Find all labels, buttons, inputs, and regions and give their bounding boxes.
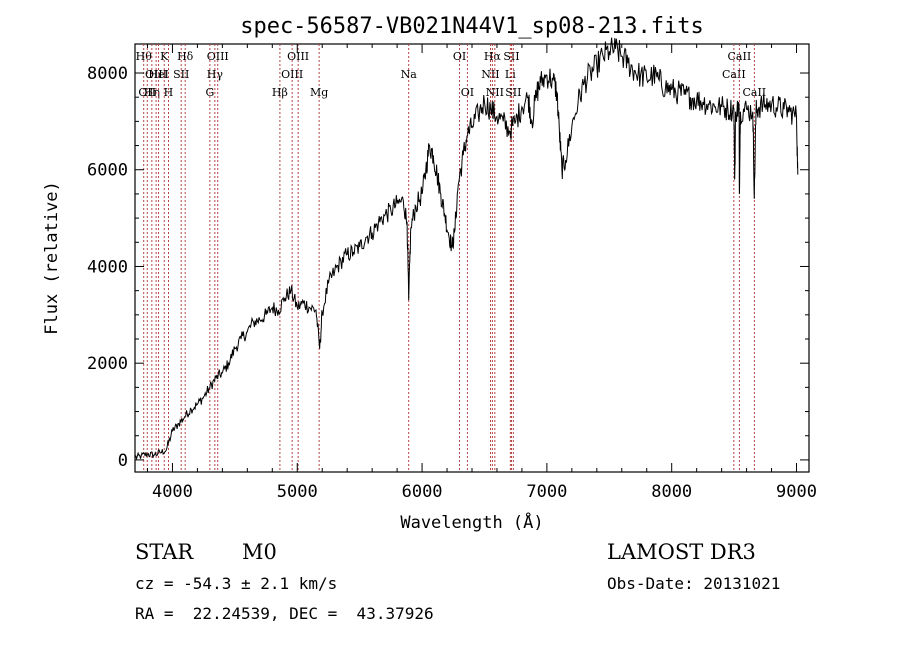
marker-label: Na (401, 68, 418, 81)
x-axis-label: Wavelength (Å) (400, 511, 543, 533)
spectrum-series (134, 37, 799, 461)
marker-label: NII (486, 86, 504, 99)
marker-label: Hα (484, 50, 502, 63)
marker-label: CaII (728, 50, 752, 63)
marker-label: SII (505, 86, 521, 99)
spectral-line-markers: HθOIIHηOIIIHeIKHSIIHδGHγOIIIHβOIIIOIIIMg… (136, 44, 766, 472)
y-tick-label: 6000 (87, 161, 128, 181)
sky-coordinates: RA = 22.24539, DEC = 43.37926 (135, 604, 434, 623)
marker-label: OIII (281, 68, 303, 81)
marker-label: G (205, 86, 214, 99)
marker-label: Li (505, 68, 516, 81)
y-tick-label: 0 (118, 451, 128, 471)
marker-label: Hγ (207, 68, 224, 81)
marker-label: OIII (287, 50, 309, 63)
x-tick-label: 9000 (776, 482, 817, 502)
survey-name: LAMOST DR3 (607, 540, 756, 564)
x-tick-label: 7000 (526, 482, 567, 502)
redshift-velocity: cz = -54.3 ± 2.1 km/s (135, 574, 338, 593)
y-tick-label: 2000 (87, 354, 128, 374)
marker-label: OIII (145, 68, 167, 81)
marker-label: OIII (207, 50, 229, 63)
spectrum-line (134, 37, 799, 461)
x-tick-label: 5000 (277, 482, 318, 502)
chart-title: spec-56587-VB021N44V1_sp08-213.fits (240, 14, 704, 39)
x-tick-label: 4000 (152, 482, 193, 502)
object-subclass: M0 (242, 540, 277, 564)
marker-label: K (160, 50, 169, 63)
marker-label: Hβ (272, 86, 288, 99)
marker-label: SII (173, 68, 189, 81)
y-axis-label: Flux (relative) (42, 181, 62, 335)
axes: 4000 5000 6000 7000 8000 9000 0 2000 4000 6000 800… (87, 44, 817, 502)
marker-label: H (164, 86, 174, 99)
y-tick-label: 4000 (87, 257, 128, 277)
y-tick-label: 8000 (87, 64, 128, 84)
marker-label: Mg (310, 86, 328, 99)
marker-label: HeI (148, 68, 168, 81)
marker-label: OI (453, 50, 466, 63)
marker-label: CaII (722, 68, 746, 81)
marker-label: Hη (144, 86, 160, 99)
marker-label: SII (503, 50, 519, 63)
marker-label: NII (481, 68, 499, 81)
x-tick-label: 6000 (402, 482, 443, 502)
x-tick-label: 8000 (651, 482, 692, 502)
marker-label: Hδ (177, 50, 194, 63)
marker-label: Hθ (136, 50, 153, 63)
object-class: STAR (135, 540, 194, 564)
marker-label: OI (461, 86, 474, 99)
observation-date: Obs-Date: 20131021 (607, 574, 781, 593)
marker-label: CaII (742, 86, 766, 99)
